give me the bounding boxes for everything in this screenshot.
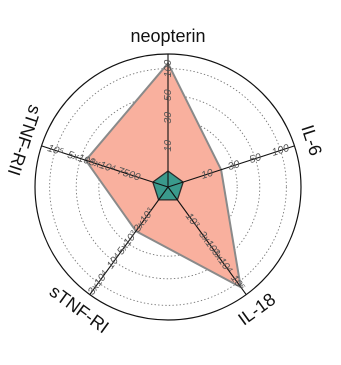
grid-ring-3 <box>49 68 287 306</box>
tick-label-1-1: 30 <box>226 158 241 173</box>
grid-ring-2 <box>75 94 261 280</box>
tick-label-3-1: 5x10³ <box>115 228 140 257</box>
tick-label-4-3: 10⁵ <box>46 142 66 159</box>
tick-label-0-1: 30 <box>162 112 174 124</box>
tick-label-4-2: 5x10⁴ <box>66 149 96 169</box>
axis-spoke-1 <box>167 145 295 188</box>
axis-spoke-2 <box>167 186 247 295</box>
tick-label-1-2: 50 <box>248 151 263 166</box>
axis-label-3: sTNF-RI <box>46 281 113 337</box>
axis-label-2: IL-18 <box>234 289 279 329</box>
tick-label-0-2: 50 <box>162 89 174 101</box>
tick-label-0-0: 10 <box>162 140 174 152</box>
axis-spoke-4 <box>41 145 169 188</box>
tick-label-1-3: 100 <box>270 142 291 159</box>
axis-spoke-3 <box>89 186 169 295</box>
tick-label-3-3: 3x10⁴ <box>86 268 112 297</box>
axis-label-4: sTNF-RII <box>4 103 46 179</box>
axis-label-1: IL-6 <box>297 122 326 158</box>
tick-label-1-0: 10 <box>200 167 215 182</box>
axis-label-0: neopterin <box>130 26 205 46</box>
outer-ring <box>34 53 302 321</box>
tick-label-0-3: 100 <box>162 60 174 78</box>
